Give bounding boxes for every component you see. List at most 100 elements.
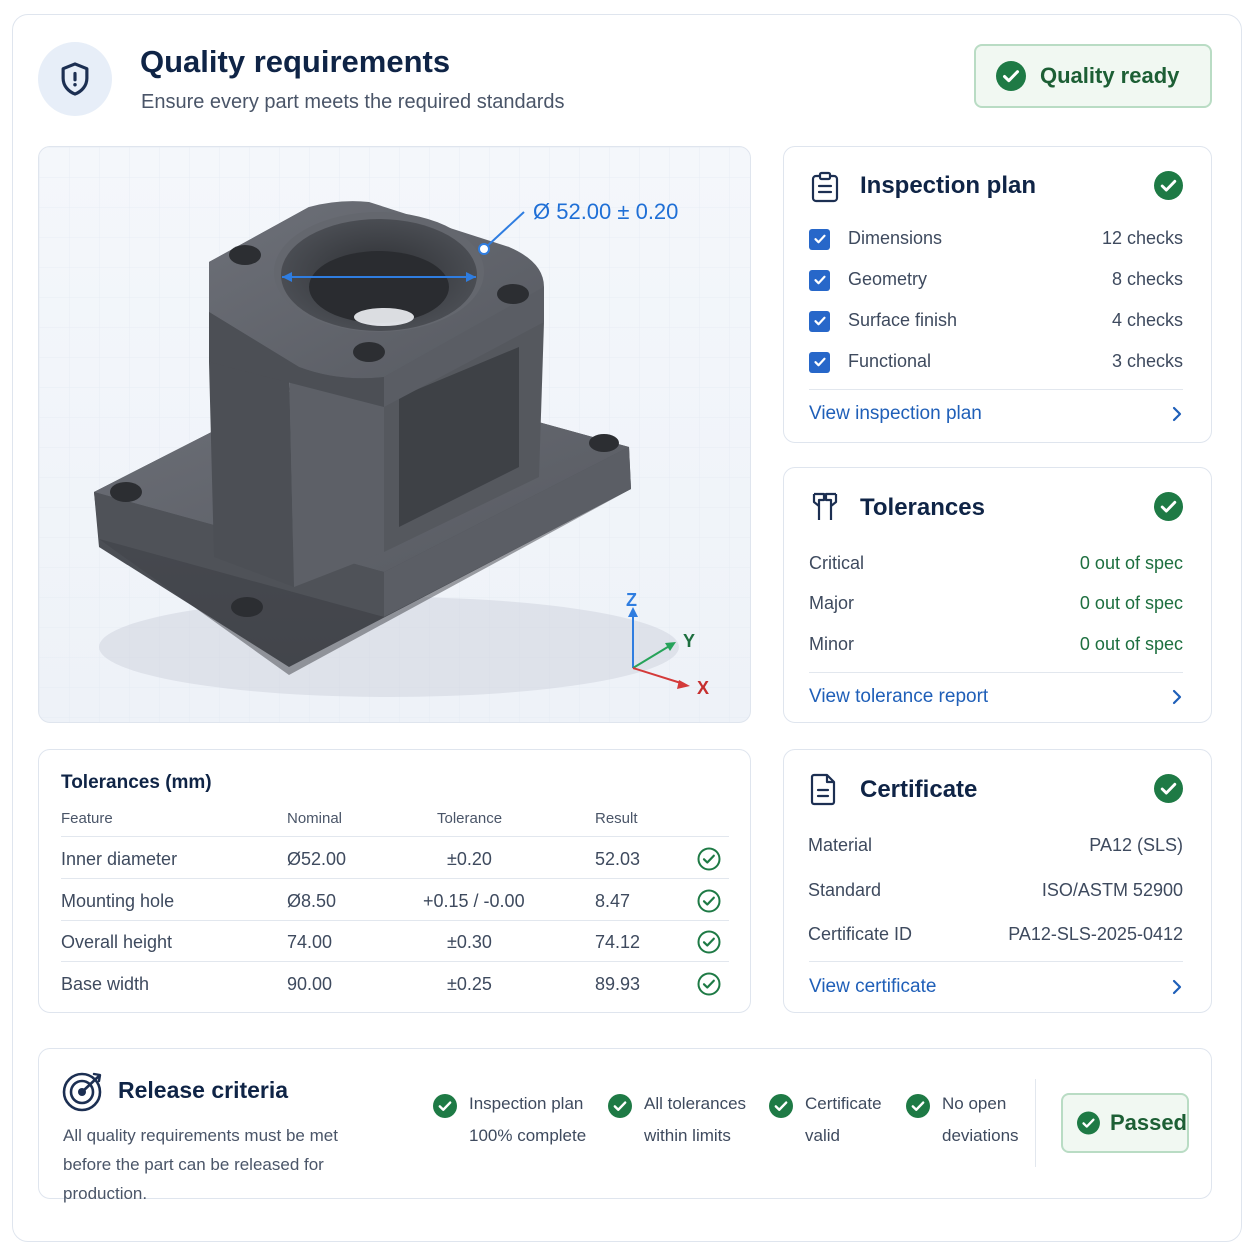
- caliper-icon: [812, 492, 838, 520]
- dimension-label: Ø 52.00 ± 0.20: [533, 199, 678, 224]
- check-circle-icon: [608, 1094, 632, 1118]
- tolerances-title: Tolerances: [860, 494, 985, 521]
- cell-tolerance: ±0.30: [447, 932, 492, 952]
- tolerance-class-label: Critical: [809, 553, 865, 573]
- criterion-inspection-plan: Inspection plan 100% complete: [433, 1094, 586, 1152]
- inspection-row-surface-finish[interactable]: Surface finish 4 checks: [809, 310, 1183, 332]
- criterion-line: Inspection plan: [469, 1094, 584, 1113]
- divider: [1035, 1079, 1036, 1167]
- check-circle-outline-icon: [697, 847, 721, 871]
- certificate-field-value: PA12-SLS-2025-0412: [1008, 924, 1183, 944]
- tolerance-row-major: Major 0 out of spec: [809, 593, 1183, 614]
- criterion-deviations: No open deviations: [906, 1094, 1019, 1152]
- certificate-field-value: ISO/ASTM 52900: [1041, 880, 1183, 900]
- cell-result: 89.93: [595, 974, 641, 994]
- check-circle-icon: [1154, 774, 1183, 803]
- column-header-tolerance: Tolerance: [437, 810, 503, 827]
- view-certificate-link[interactable]: View certificate: [809, 976, 1183, 998]
- view-certificate-label: View certificate: [809, 976, 937, 997]
- cell-tolerance: +0.15 / -0.00: [423, 891, 525, 911]
- cell-result: 74.12: [595, 932, 641, 952]
- quality-ready-label: Quality ready: [1040, 63, 1180, 88]
- column-header-result: Result: [595, 810, 638, 827]
- criterion-line: valid: [805, 1126, 840, 1145]
- inspection-row-functional[interactable]: Functional 3 checks: [809, 351, 1183, 373]
- inspection-item-label: Geometry: [848, 269, 928, 289]
- tolerance-table-title: Tolerances (mm): [61, 772, 212, 793]
- release-description-line: All quality requirements must be met: [63, 1126, 338, 1145]
- document-icon: [810, 773, 836, 806]
- divider: [809, 961, 1183, 962]
- view-inspection-plan-link[interactable]: View inspection plan: [809, 403, 1183, 425]
- inspection-row-dimensions[interactable]: Dimensions 12 checks: [809, 228, 1183, 250]
- table-divider: [61, 878, 729, 879]
- check-circle-icon: [1154, 171, 1183, 200]
- cell-nominal: 74.00: [287, 932, 333, 952]
- cell-result: 52.03: [595, 849, 641, 869]
- release-criteria-description: All quality requirements must be met bef…: [63, 1121, 403, 1208]
- chevron-right-icon: [1172, 979, 1182, 995]
- tolerance-table-card: Tolerances (mm) Feature Nominal Toleranc…: [38, 749, 751, 1013]
- cell-feature: Inner diameter: [61, 849, 178, 869]
- certificate-row-material: Material PA12 (SLS): [808, 835, 1183, 856]
- criterion-line: All tolerances: [644, 1094, 747, 1113]
- inspection-item-label: Dimensions: [848, 228, 943, 248]
- check-circle-icon: [769, 1094, 793, 1118]
- certificate-field-label: Certificate ID: [808, 924, 913, 944]
- check-circle-outline-icon: [697, 930, 721, 954]
- tolerance-class-value: 0 out of spec: [1079, 634, 1183, 654]
- passed-label: Passed: [1109, 1110, 1187, 1135]
- checkbox-checked-icon[interactable]: [809, 269, 830, 291]
- inspection-item-label: Surface finish: [848, 310, 958, 330]
- certificate-field-label: Standard: [808, 880, 882, 900]
- view-tolerance-report-link[interactable]: View tolerance report: [809, 686, 1183, 708]
- criterion-line: Certificate: [805, 1094, 882, 1113]
- axis-x-label: X: [697, 678, 709, 698]
- checkbox-checked-icon[interactable]: [809, 351, 830, 373]
- criterion-line: 100% complete: [469, 1126, 587, 1145]
- shield-icon: [38, 42, 112, 116]
- cell-tolerance: ±0.25: [447, 974, 492, 994]
- tolerance-class-value: 0 out of spec: [1079, 553, 1183, 573]
- cell-nominal: Ø52.00: [287, 849, 347, 869]
- tolerance-class-value: 0 out of spec: [1079, 593, 1183, 613]
- inspection-item-count: 4 checks: [1111, 310, 1183, 330]
- criterion-line: deviations: [942, 1126, 1019, 1145]
- tolerances-card: Tolerances Critical 0 out of spec Major …: [783, 467, 1212, 723]
- release-criteria-card: Release criteria All quality requirement…: [38, 1048, 1212, 1203]
- model-viewer[interactable]: Ø 52.00 ± 0.20 Z Y X: [38, 146, 751, 723]
- checkbox-checked-icon[interactable]: [809, 310, 830, 332]
- passed-badge: Passed: [1061, 1093, 1189, 1153]
- release-description-line: before the part can be released for prod…: [63, 1155, 324, 1203]
- certificate-card: Certificate Material PA12 (SLS) Standard…: [783, 749, 1212, 1013]
- cell-feature: Base width: [61, 974, 150, 994]
- divider: [809, 672, 1183, 673]
- certificate-title: Certificate: [860, 776, 978, 803]
- tolerance-class-label: Minor: [809, 634, 855, 654]
- page-title: Quality requirements: [140, 44, 451, 79]
- tolerance-row-minor: Minor 0 out of spec: [809, 634, 1183, 655]
- certificate-field-value: PA12 (SLS): [1089, 835, 1183, 855]
- inspection-item-label: Functional: [848, 351, 932, 371]
- check-circle-icon: [1077, 1111, 1100, 1135]
- chevron-right-icon: [1172, 689, 1182, 705]
- criterion-line: No open: [942, 1094, 1007, 1113]
- criterion-certificate: Certificate valid: [769, 1094, 882, 1152]
- table-divider: [61, 961, 729, 962]
- inspection-row-geometry[interactable]: Geometry 8 checks: [809, 269, 1183, 291]
- view-tolerance-report-label: View tolerance report: [809, 686, 989, 707]
- axis-y-label: Y: [683, 631, 695, 651]
- check-circle-icon: [433, 1094, 457, 1118]
- clipboard-icon: [811, 171, 839, 203]
- check-circle-icon: [1154, 492, 1183, 521]
- view-inspection-plan-label: View inspection plan: [809, 403, 982, 424]
- cell-tolerance: ±0.20: [447, 849, 492, 869]
- inspection-plan-title: Inspection plan: [860, 172, 1037, 199]
- checkbox-checked-icon[interactable]: [809, 228, 830, 250]
- inspection-plan-card: Inspection plan Dimensions 12 checks Geo…: [783, 146, 1212, 443]
- part-render: Ø 52.00 ± 0.20 Z Y X: [39, 147, 750, 722]
- check-circle-outline-icon: [697, 972, 721, 996]
- check-circle-icon: [906, 1094, 930, 1118]
- axis-z-label: Z: [626, 590, 637, 610]
- cell-nominal: Ø8.50: [287, 891, 337, 911]
